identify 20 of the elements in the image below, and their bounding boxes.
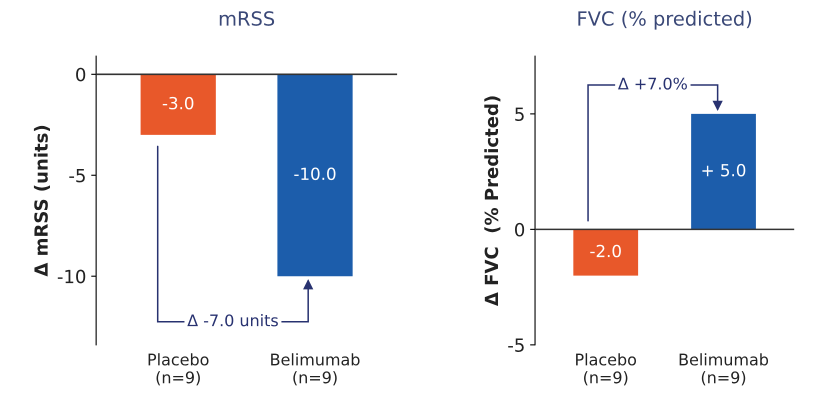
y-axis-title: Δ mRSS (units) — [34, 126, 50, 277]
y-tick-label: 0 — [515, 222, 524, 236]
data-label: + 5.0 — [702, 164, 746, 176]
data-label: -10.0 — [294, 167, 336, 180]
chart-title: mRSS — [220, 11, 274, 26]
y-axis-title: Δ FVC (% Predicted) — [484, 96, 500, 306]
x-tick-label: Placebo (n=9) — [148, 353, 209, 386]
x-tick-label: Belimumab (n=9) — [680, 353, 768, 386]
annotation: Δ +7.0% — [618, 78, 687, 90]
annotation: Δ -7.0 units — [187, 314, 278, 326]
y-tick-label: 5 — [515, 108, 524, 121]
data-label: -3.0 — [162, 96, 194, 110]
y-tick-label: 0 — [76, 68, 86, 82]
y-tick-label: -5 — [508, 338, 524, 352]
chart-title: FVC (% predicted) — [578, 10, 752, 30]
y-tick-label: -10 — [58, 270, 86, 284]
x-tick-label: Placebo (n=9) — [576, 353, 636, 386]
y-tick-label: -5 — [69, 168, 85, 182]
x-tick-label: Belimumab (n=9) — [271, 353, 360, 386]
data-label: -2.0 — [590, 244, 621, 258]
